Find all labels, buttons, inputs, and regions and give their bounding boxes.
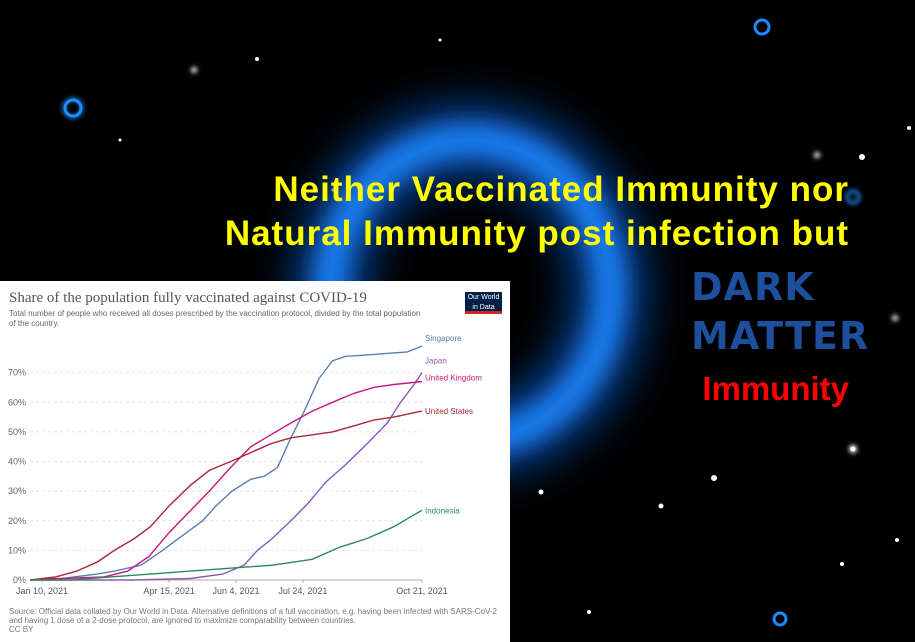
x-tick-label: Jun 4, 2021 xyxy=(213,586,260,596)
series-line-japan xyxy=(30,372,423,581)
dark-matter-word-2: MATTER xyxy=(691,314,870,358)
y-tick-label: 70% xyxy=(8,368,26,378)
owid-logo-line-2: in Data xyxy=(472,304,495,311)
y-tick-label: 40% xyxy=(8,457,26,467)
chart-subtitle: Total number of people who received all … xyxy=(9,309,421,328)
dark-matter-word-1: DARK xyxy=(691,265,815,309)
headline-line-1: Neither Vaccinated Immunity nor xyxy=(273,170,849,209)
chart-panel: 0% 10% 20% 30% 40% 50% 60% 70% Jan 10, 2021 Apr 1… xyxy=(0,281,510,642)
series-line-united-states xyxy=(29,410,423,581)
chart-license: CC BY xyxy=(9,625,34,634)
series-line-indonesia xyxy=(30,509,423,581)
chart-source-note: Source: Official data collated by Our Wo… xyxy=(9,607,497,625)
x-tick-label: Jul 24, 2021 xyxy=(278,586,327,596)
chart-title: Share of the population fully vaccinated… xyxy=(9,290,367,306)
series-label: Japan xyxy=(425,357,447,366)
immunity-caption: Immunity xyxy=(702,370,849,407)
x-tick-label: Oct 21, 2021 xyxy=(396,586,448,596)
series-label: United Kingdom xyxy=(425,374,482,383)
owid-logo-line-1: Our World xyxy=(467,294,500,301)
owid-logo: Our World in Data xyxy=(465,292,502,314)
y-tick-label: 20% xyxy=(8,516,26,526)
series-line-united-kingdom xyxy=(29,380,423,581)
series-label: United States xyxy=(425,407,473,416)
series-label: Singapore xyxy=(425,334,462,343)
x-tick-label: Apr 15, 2021 xyxy=(143,586,195,596)
y-tick-label: 30% xyxy=(8,486,26,496)
x-tick-label: Jan 10, 2021 xyxy=(16,586,68,596)
headline-line-2: Natural Immunity post infection but xyxy=(224,214,849,253)
y-tick-label: 60% xyxy=(8,397,26,407)
y-tick-label: 10% xyxy=(8,545,26,555)
series-label: Indonesia xyxy=(425,506,460,515)
series-line-singapore xyxy=(29,345,423,581)
small-blue-rings xyxy=(62,18,861,627)
y-tick-label: 0% xyxy=(13,575,26,585)
stars xyxy=(118,38,911,614)
y-tick-label: 50% xyxy=(8,427,26,437)
chart-plot: 0% 10% 20% 30% 40% 50% 60% 70% Jan 10, 2021 Apr 1… xyxy=(8,334,482,596)
